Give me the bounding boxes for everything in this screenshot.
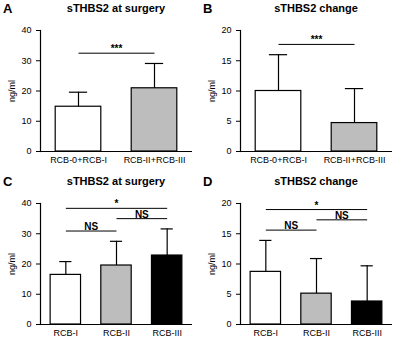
svg-text:ng/ml: ng/ml — [207, 80, 217, 102]
svg-text:NS: NS — [135, 209, 149, 220]
svg-text:RCB-III: RCB-III — [352, 328, 382, 338]
svg-text:RCB-II: RCB-II — [103, 328, 130, 338]
svg-text:20: 20 — [221, 25, 231, 35]
svg-text:10: 10 — [221, 259, 231, 269]
svg-text:RCB-0+RCB-I: RCB-0+RCB-I — [250, 155, 307, 165]
html-text:A: A — [3, 1, 13, 16]
svg-text:RCB-II+RCB-III: RCB-II+RCB-III — [124, 155, 186, 165]
html-text:sTHBS2 change: sTHBS2 change — [274, 175, 358, 187]
svg-text:ng/ml: ng/ml — [7, 253, 17, 275]
svg-text:15: 15 — [221, 229, 231, 239]
html-text:sTHBS2 at surgery: sTHBS2 at surgery — [66, 2, 166, 14]
svg-text:ng/ml: ng/ml — [7, 80, 17, 102]
svg-text:RCB-I: RCB-I — [254, 328, 279, 338]
svg-text:NS: NS — [284, 220, 298, 231]
svg-text:RCB-II+RCB-III: RCB-II+RCB-III — [324, 155, 386, 165]
svg-text:RCB-II: RCB-II — [303, 328, 330, 338]
svg-text:10: 10 — [21, 289, 31, 299]
svg-text:ng/ml: ng/ml — [207, 253, 217, 275]
svg-text:***: *** — [111, 43, 123, 54]
svg-text:0: 0 — [26, 319, 31, 329]
svg-text:5: 5 — [226, 289, 231, 299]
html-text:sTHBS2 change: sTHBS2 change — [274, 2, 358, 14]
svg-text:NS: NS — [84, 221, 98, 232]
svg-text:15: 15 — [221, 56, 231, 66]
svg-text:0: 0 — [226, 146, 231, 156]
svg-text:RCB-I: RCB-I — [54, 328, 79, 338]
svg-text:40: 40 — [21, 198, 31, 208]
html-text:D: D — [203, 174, 213, 189]
svg-text:20: 20 — [21, 259, 31, 269]
svg-text:5: 5 — [226, 116, 231, 126]
svg-text:*: * — [315, 200, 319, 211]
html-text:B: B — [203, 1, 213, 16]
svg-text:0: 0 — [26, 146, 31, 156]
svg-text:***: *** — [311, 34, 323, 45]
svg-text:NS: NS — [335, 210, 349, 221]
svg-text:RCB-0+RCB-I: RCB-0+RCB-I — [50, 155, 107, 165]
svg-text:20: 20 — [221, 198, 231, 208]
html-text:sTHBS2 at surgery: sTHBS2 at surgery — [66, 175, 166, 187]
svg-text:20: 20 — [21, 86, 31, 96]
svg-text:30: 30 — [21, 229, 31, 239]
svg-text:30: 30 — [21, 56, 31, 66]
svg-text:10: 10 — [221, 86, 231, 96]
svg-text:10: 10 — [21, 116, 31, 126]
svg-text:RCB-III: RCB-III — [152, 328, 182, 338]
html-text:C: C — [3, 174, 13, 189]
svg-text:0: 0 — [226, 319, 231, 329]
svg-text:*: * — [115, 198, 119, 209]
svg-text:40: 40 — [21, 25, 31, 35]
